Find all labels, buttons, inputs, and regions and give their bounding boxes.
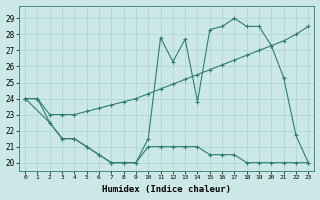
X-axis label: Humidex (Indice chaleur): Humidex (Indice chaleur) — [102, 185, 231, 194]
